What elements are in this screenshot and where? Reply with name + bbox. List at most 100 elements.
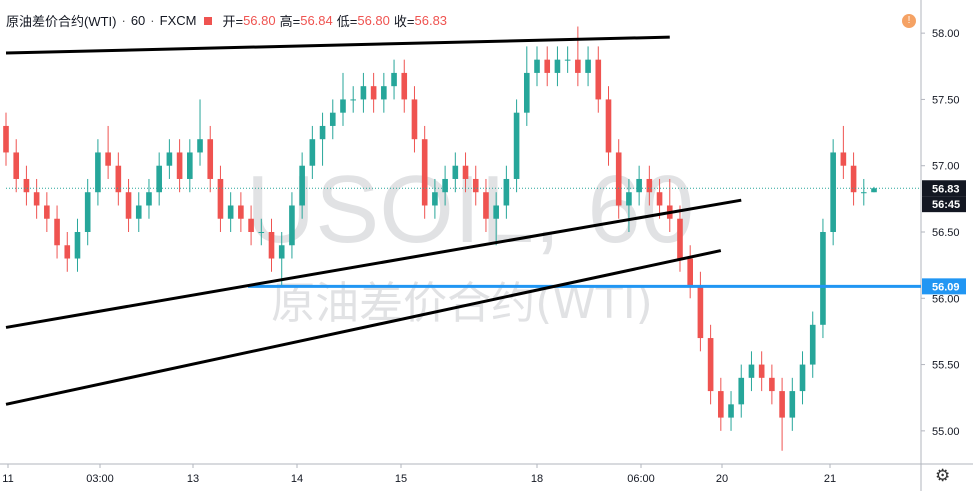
candle	[779, 377, 785, 451]
candle	[115, 152, 122, 206]
candle	[605, 86, 612, 166]
candle	[258, 218, 265, 246]
candle-body	[442, 178, 448, 193]
candle	[585, 46, 591, 87]
legend-direction-marker	[204, 16, 213, 25]
candle	[789, 377, 796, 431]
candle	[595, 46, 602, 113]
candle-body	[360, 86, 367, 100]
price-axis[interactable]: 58.00 57.50 57.00 56.50 56.00 55.50 55.00	[921, 28, 960, 438]
x-tick-label: 14	[291, 473, 303, 485]
candle-body	[238, 205, 244, 219]
candle-body	[534, 59, 540, 73]
y-tick-label: 56.00	[932, 293, 960, 305]
x-tick-label: 20	[716, 473, 728, 485]
candle-body	[758, 364, 765, 378]
candle-body	[748, 364, 755, 378]
candle	[44, 192, 50, 232]
candle-body	[605, 99, 612, 153]
legend-source: FXCM	[159, 13, 197, 28]
candle	[544, 46, 551, 87]
candle	[381, 72, 387, 113]
candle-body	[64, 245, 71, 259]
candle-body	[728, 404, 734, 418]
candle-body	[850, 165, 857, 193]
trend-line[interactable]	[5, 35, 670, 55]
candle-body	[738, 377, 745, 405]
candle-body	[871, 188, 877, 193]
x-tick-label: 03:00	[86, 473, 114, 485]
candle-body	[227, 205, 234, 219]
candle-body	[187, 152, 193, 179]
candle	[54, 205, 60, 259]
candle-body	[452, 165, 459, 179]
candle-body	[54, 218, 60, 246]
candle-body	[615, 152, 622, 206]
candle-body	[503, 178, 510, 206]
candle-body	[626, 192, 632, 206]
price-tag: 56.09	[922, 278, 966, 295]
candle-body	[3, 125, 9, 153]
candle	[534, 46, 540, 87]
price-tag-bg	[922, 196, 966, 213]
candle-body	[33, 192, 40, 206]
candle	[95, 139, 101, 206]
candle-body	[248, 218, 254, 232]
candle	[646, 165, 653, 206]
candle	[411, 86, 418, 153]
candle	[860, 178, 867, 206]
price-tag-bg	[922, 180, 966, 197]
candle	[871, 186, 877, 193]
candle	[626, 178, 632, 232]
candle	[84, 178, 91, 246]
candle	[850, 152, 857, 206]
candle-body	[23, 178, 30, 193]
candle	[707, 324, 714, 405]
clock-icon[interactable]: !	[902, 14, 916, 28]
candle	[523, 46, 530, 126]
trend-line[interactable]	[5, 249, 722, 406]
price-tag-label: 56.83	[932, 183, 960, 195]
y-tick-label: 55.00	[932, 426, 960, 438]
y-tick-label: 55.50	[932, 360, 960, 372]
candle	[227, 192, 234, 232]
candle	[758, 351, 765, 392]
candle	[503, 165, 510, 219]
x-tick-label: 06:00	[627, 473, 655, 485]
drawings	[5, 35, 921, 406]
candle-body	[677, 218, 683, 259]
candle-body	[585, 59, 591, 73]
legend-symbol[interactable]: 原油差价合约(WTI)	[6, 14, 117, 29]
price-tags: 56.83 56:45 56.09	[922, 180, 966, 295]
candle-body	[319, 125, 326, 140]
candle-body	[820, 232, 826, 325]
candle-body	[462, 165, 469, 179]
trend-line[interactable]	[5, 198, 742, 329]
legend-interval[interactable]: 60	[130, 13, 146, 28]
candle-body	[697, 285, 704, 339]
candle-body	[707, 338, 714, 392]
candle	[421, 125, 428, 219]
price-tag-label: 56:45	[932, 199, 960, 211]
candle	[656, 178, 663, 219]
candle-body	[595, 59, 602, 100]
candle	[370, 72, 377, 113]
candle-body	[789, 391, 796, 418]
time-axis[interactable]: 11 03:00 13 14 15 18 06:00 20 21	[2, 464, 836, 485]
gear-icon[interactable]: ⚙	[935, 466, 951, 485]
candle-body	[513, 112, 520, 179]
candle	[176, 139, 183, 193]
candle	[697, 271, 704, 352]
candle	[23, 165, 30, 206]
candle-body	[554, 59, 561, 73]
candle-body	[268, 232, 275, 259]
candle	[360, 72, 367, 113]
candle	[615, 139, 622, 219]
candle	[452, 152, 459, 193]
legend-close-label: 收=	[393, 14, 415, 29]
candle-body	[769, 377, 775, 392]
candle	[299, 152, 305, 219]
candle	[166, 139, 173, 179]
candle	[820, 218, 826, 339]
